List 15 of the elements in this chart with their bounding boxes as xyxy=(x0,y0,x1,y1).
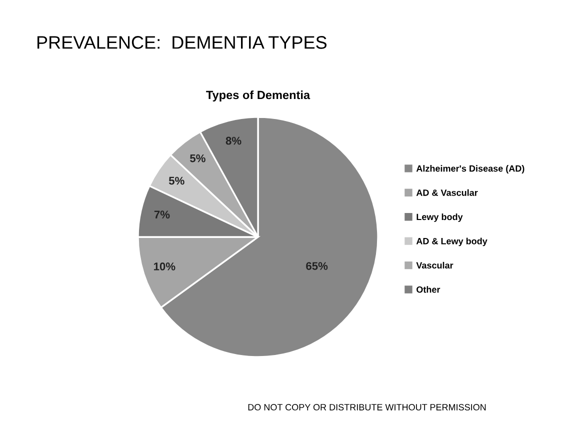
data-label: 7% xyxy=(154,210,170,218)
chart-title: PREVALENCE: DEMENTIA TYPES xyxy=(37,36,327,49)
legend-label: AD & Lewy body xyxy=(416,238,488,246)
data-label: 10% xyxy=(154,262,176,270)
data-label: 5% xyxy=(168,176,184,185)
legend-label: AD & Vascular xyxy=(416,189,478,196)
data-label: 5% xyxy=(190,154,206,162)
data-label: 65% xyxy=(306,262,328,270)
data-label: 8% xyxy=(226,136,242,145)
chart-subtitle: Types of Dementia xyxy=(206,90,310,102)
legend-label: Other xyxy=(416,286,440,293)
text: DO NOT COPY OR DISTRIBUTE WITHOUT PERMISSION xyxy=(248,404,486,410)
legend-label: Vascular xyxy=(416,262,454,269)
legend-label: Lewy body xyxy=(416,213,463,222)
legend-label: Alzheimer's Disease (AD) xyxy=(416,165,524,174)
